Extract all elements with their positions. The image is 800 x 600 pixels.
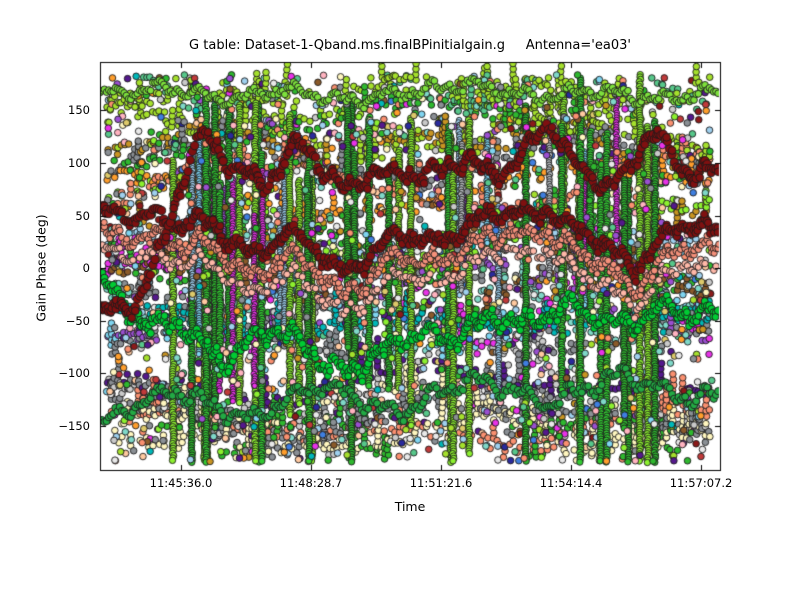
y-tick-label: −100 xyxy=(58,366,90,381)
x-tick-label: 11:45:36.0 xyxy=(149,476,213,490)
y-tick-label: −150 xyxy=(58,418,90,433)
plot-title: G table: Dataset-1-Qband.ms.finalBPiniti… xyxy=(189,38,631,53)
x-tick-label: 11:57:07.2 xyxy=(669,476,733,490)
y-tick-label: 150 xyxy=(68,103,90,118)
x-axis-label: Time xyxy=(394,499,426,514)
y-tick-label: 0 xyxy=(82,261,90,276)
y-tick-label: −50 xyxy=(65,313,90,328)
y-tick-label: 100 xyxy=(68,155,90,170)
y-tick-label: 50 xyxy=(75,208,90,223)
x-tick-label: 11:51:21.6 xyxy=(409,476,473,490)
x-tick-label: 11:54:14.4 xyxy=(539,476,603,490)
x-tick-label: 11:48:28.7 xyxy=(279,476,343,490)
